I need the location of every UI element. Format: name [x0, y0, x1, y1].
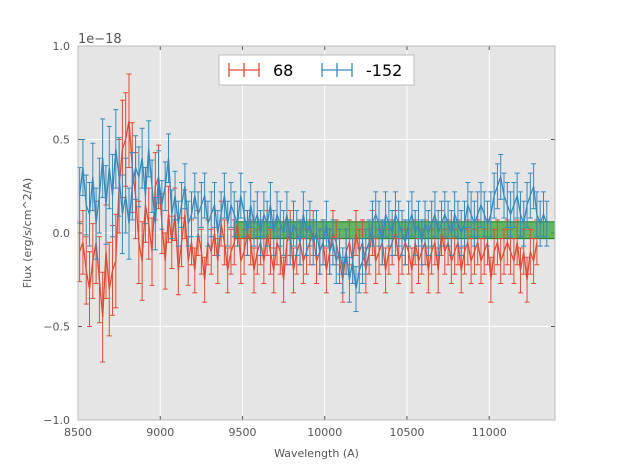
legend-label: -152 — [366, 61, 402, 80]
y-tick-label: 0.0 — [53, 227, 71, 240]
series-layer — [77, 73, 550, 363]
x-tick-label: 10000 — [307, 426, 342, 439]
legend: 68 -152 — [218, 54, 415, 86]
legend-label: 68 — [273, 61, 293, 80]
x-axis-label: Wavelength (A) — [274, 447, 359, 460]
x-tick-label: 8500 — [64, 426, 92, 439]
y-axis-label: Flux (erg/s/cm^2/A) — [21, 178, 34, 288]
x-tick-label: 11000 — [472, 426, 507, 439]
series-1 — [77, 109, 550, 313]
series-line — [78, 148, 548, 290]
x-tick-label: 10500 — [389, 426, 424, 439]
y-tick-label: 0.5 — [53, 134, 71, 147]
y-offset-text: 1e−18 — [78, 32, 122, 47]
y-tick-labels: −1.0 −0.5 0.0 0.5 1.0 — [43, 40, 70, 427]
x-tick-label: 9500 — [228, 426, 256, 439]
x-tick-label: 9000 — [146, 426, 174, 439]
plot-frame — [77, 45, 556, 421]
y-tick-label: −1.0 — [43, 414, 70, 427]
series-line — [78, 120, 538, 318]
y-tick-label: 1.0 — [53, 40, 71, 53]
x-tick-labels: 8500 9000 9500 10000 10500 11000 — [64, 426, 507, 439]
y-tick-label: −0.5 — [43, 321, 70, 334]
